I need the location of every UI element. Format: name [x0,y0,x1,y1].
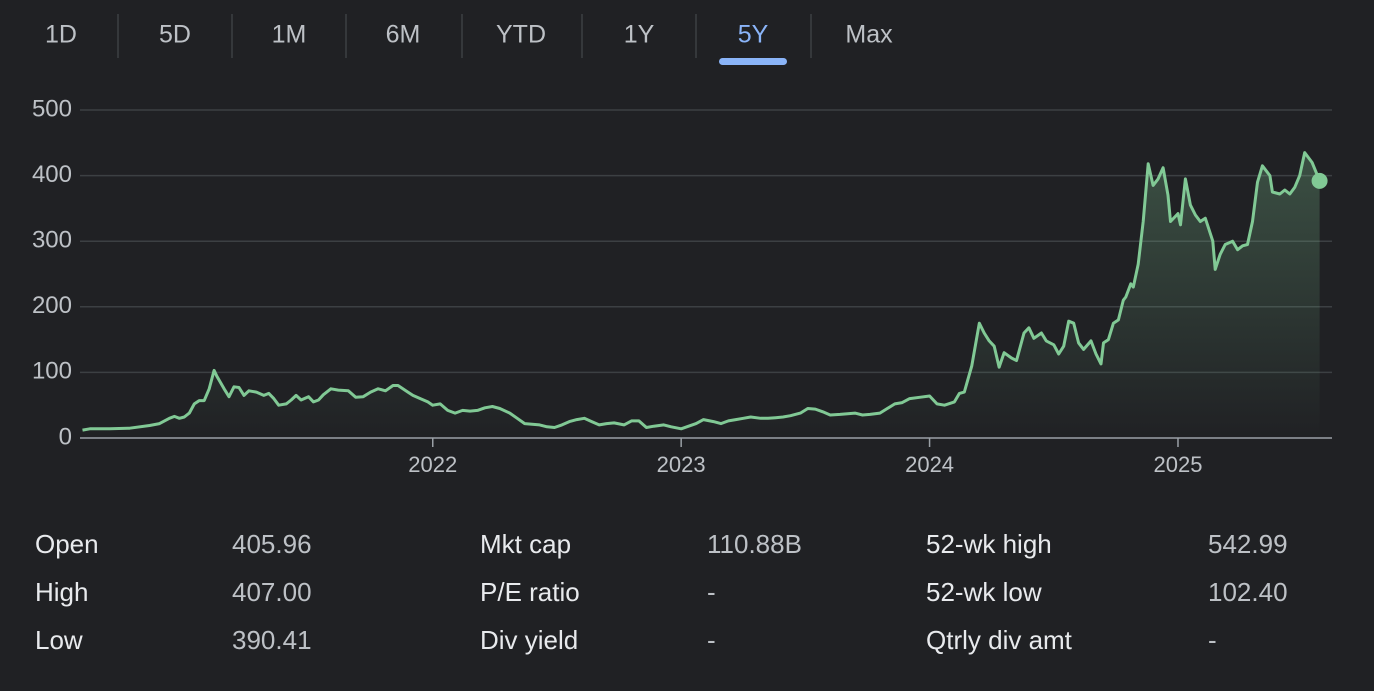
x-tick-label: 2023 [657,452,706,477]
y-tick-label: 400 [32,161,72,188]
y-tick-label: 100 [32,358,72,385]
stat-label: Open [35,529,99,559]
selected-indicator [719,58,787,65]
range-tab[interactable]: 6M [386,21,421,49]
stat-value: 542.99 [1208,529,1288,559]
x-tick-label: 2024 [905,452,954,477]
stat-value: 405.96 [232,529,312,559]
y-tick-label: 0 [59,423,72,450]
stat-value: - [707,625,716,655]
y-tick-label: 500 [32,95,72,122]
y-tick-label: 300 [32,227,72,254]
last-price-dot [1311,172,1328,189]
stat-label: Low [35,625,83,655]
range-tab[interactable]: 5Y [738,21,769,49]
stat-label: Div yield [480,625,578,655]
price-area [82,152,1320,438]
range-tab[interactable]: 5D [159,21,191,49]
stat-label: 52-wk high [926,529,1052,559]
stat-label: P/E ratio [480,577,580,607]
x-tick-label: 2022 [408,452,457,477]
range-tab[interactable]: 1M [272,21,307,49]
range-tab[interactable]: 1D [45,21,77,49]
x-tick-label: 2025 [1154,452,1203,477]
range-tab[interactable]: Max [845,21,893,49]
y-tick-label: 200 [32,292,72,319]
stat-value: 390.41 [232,625,312,655]
stat-value: - [1208,625,1217,655]
stat-label: Qtrly div amt [926,625,1073,655]
stat-label: Mkt cap [480,529,571,559]
stat-value: - [707,577,716,607]
stat-value: 407.00 [232,577,312,607]
stat-label: High [35,577,88,607]
stat-label: 52-wk low [926,577,1042,607]
range-tab[interactable]: 1Y [624,21,655,49]
price-line [82,151,1321,432]
range-tab[interactable]: YTD [496,21,546,49]
stat-value: 110.88B [707,529,802,559]
stat-value: 102.40 [1208,577,1288,607]
